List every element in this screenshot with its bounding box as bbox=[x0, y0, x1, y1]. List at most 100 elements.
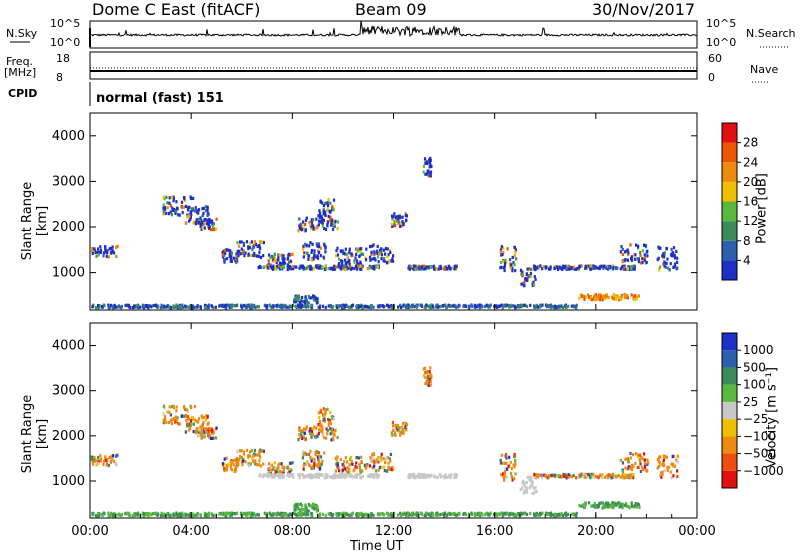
data-cell bbox=[305, 299, 308, 303]
data-cell bbox=[294, 298, 297, 302]
data-cell bbox=[230, 463, 233, 467]
data-cell bbox=[235, 260, 238, 265]
data-cell bbox=[171, 417, 174, 421]
data-cell bbox=[93, 247, 96, 251]
data-cell bbox=[93, 458, 96, 462]
data-cell bbox=[447, 511, 450, 515]
data-cell bbox=[326, 407, 329, 411]
data-cell bbox=[426, 512, 429, 516]
data-cell bbox=[676, 266, 679, 270]
data-cell bbox=[175, 303, 178, 307]
data-cell bbox=[387, 465, 390, 469]
data-cell bbox=[274, 470, 277, 474]
data-cell bbox=[277, 253, 280, 257]
data-cell bbox=[244, 304, 247, 308]
data-cell bbox=[127, 304, 131, 308]
data-cell bbox=[519, 268, 523, 272]
data-cell bbox=[318, 245, 321, 249]
data-cell bbox=[199, 431, 202, 435]
data-cell bbox=[633, 504, 636, 508]
data-cell bbox=[382, 457, 385, 461]
data-cell bbox=[271, 513, 274, 517]
data-cell bbox=[316, 297, 319, 301]
data-cell bbox=[295, 265, 298, 269]
data-cell bbox=[99, 250, 102, 255]
data-cell bbox=[313, 435, 316, 439]
data-cell bbox=[405, 423, 408, 427]
data-cell bbox=[345, 252, 349, 256]
data-cell bbox=[470, 303, 473, 307]
data-cell bbox=[215, 217, 218, 221]
data-cell bbox=[603, 294, 606, 298]
data-cell bbox=[592, 264, 595, 268]
data-cell bbox=[195, 419, 198, 423]
data-cell bbox=[136, 512, 139, 516]
data-cell bbox=[583, 297, 586, 301]
data-cell bbox=[355, 252, 358, 256]
data-cell bbox=[230, 468, 233, 472]
data-cell bbox=[364, 304, 367, 309]
data-cell bbox=[206, 212, 209, 216]
data-cell bbox=[629, 456, 632, 460]
data-cell bbox=[633, 257, 637, 261]
data-cell bbox=[499, 248, 503, 252]
data-cell bbox=[499, 458, 502, 462]
data-cell bbox=[502, 251, 505, 255]
data-cell bbox=[203, 427, 206, 431]
data-cell bbox=[388, 248, 391, 252]
data-cell bbox=[228, 513, 231, 517]
data-cell bbox=[310, 218, 313, 222]
data-cell bbox=[204, 209, 208, 213]
data-cell bbox=[308, 244, 311, 248]
nave-label: Nave bbox=[750, 63, 779, 76]
data-cell bbox=[630, 257, 633, 261]
data-cell bbox=[391, 465, 394, 469]
data-cell bbox=[274, 256, 277, 260]
data-cell bbox=[343, 460, 346, 464]
data-cell bbox=[316, 465, 320, 469]
data-cell bbox=[344, 304, 347, 308]
data-cell bbox=[269, 473, 272, 477]
data-cell bbox=[560, 304, 563, 308]
data-cell bbox=[298, 426, 301, 430]
data-cell bbox=[411, 472, 414, 477]
data-cell bbox=[262, 473, 265, 477]
x-tick-label: 12:00 bbox=[375, 524, 412, 539]
data-cell bbox=[163, 197, 166, 201]
data-cell bbox=[185, 418, 188, 423]
data-cell bbox=[659, 473, 662, 478]
data-cell bbox=[281, 513, 284, 517]
data-cell bbox=[382, 259, 385, 263]
data-cell bbox=[376, 475, 379, 480]
data-cell bbox=[353, 260, 356, 264]
data-cell bbox=[605, 505, 608, 509]
data-cell bbox=[298, 296, 301, 300]
data-cell bbox=[390, 512, 393, 516]
data-cell bbox=[369, 459, 372, 464]
data-cell bbox=[212, 430, 215, 434]
data-cell bbox=[428, 158, 431, 162]
data-cell bbox=[241, 305, 244, 309]
data-cell bbox=[214, 513, 217, 517]
data-cell bbox=[427, 474, 430, 478]
data-cell bbox=[354, 264, 357, 268]
data-cell bbox=[424, 382, 427, 386]
data-cell bbox=[326, 204, 330, 208]
velocity-colorbar-tick-label: 25 bbox=[743, 395, 758, 409]
data-cell bbox=[428, 165, 431, 169]
data-cell bbox=[159, 514, 162, 518]
data-cell bbox=[178, 422, 181, 426]
velocity-colorbar-tick-label: −1000 bbox=[743, 464, 784, 478]
data-cell bbox=[270, 468, 273, 472]
data-cell bbox=[330, 223, 333, 227]
data-cell bbox=[194, 513, 197, 517]
data-cell bbox=[147, 306, 150, 310]
data-cell bbox=[659, 246, 662, 250]
data-cell bbox=[347, 262, 350, 266]
data-cell bbox=[348, 463, 351, 467]
data-cell bbox=[197, 430, 200, 434]
data-cell bbox=[643, 253, 646, 257]
data-cell bbox=[431, 512, 434, 516]
data-cell bbox=[376, 255, 380, 259]
data-cell bbox=[366, 267, 369, 271]
